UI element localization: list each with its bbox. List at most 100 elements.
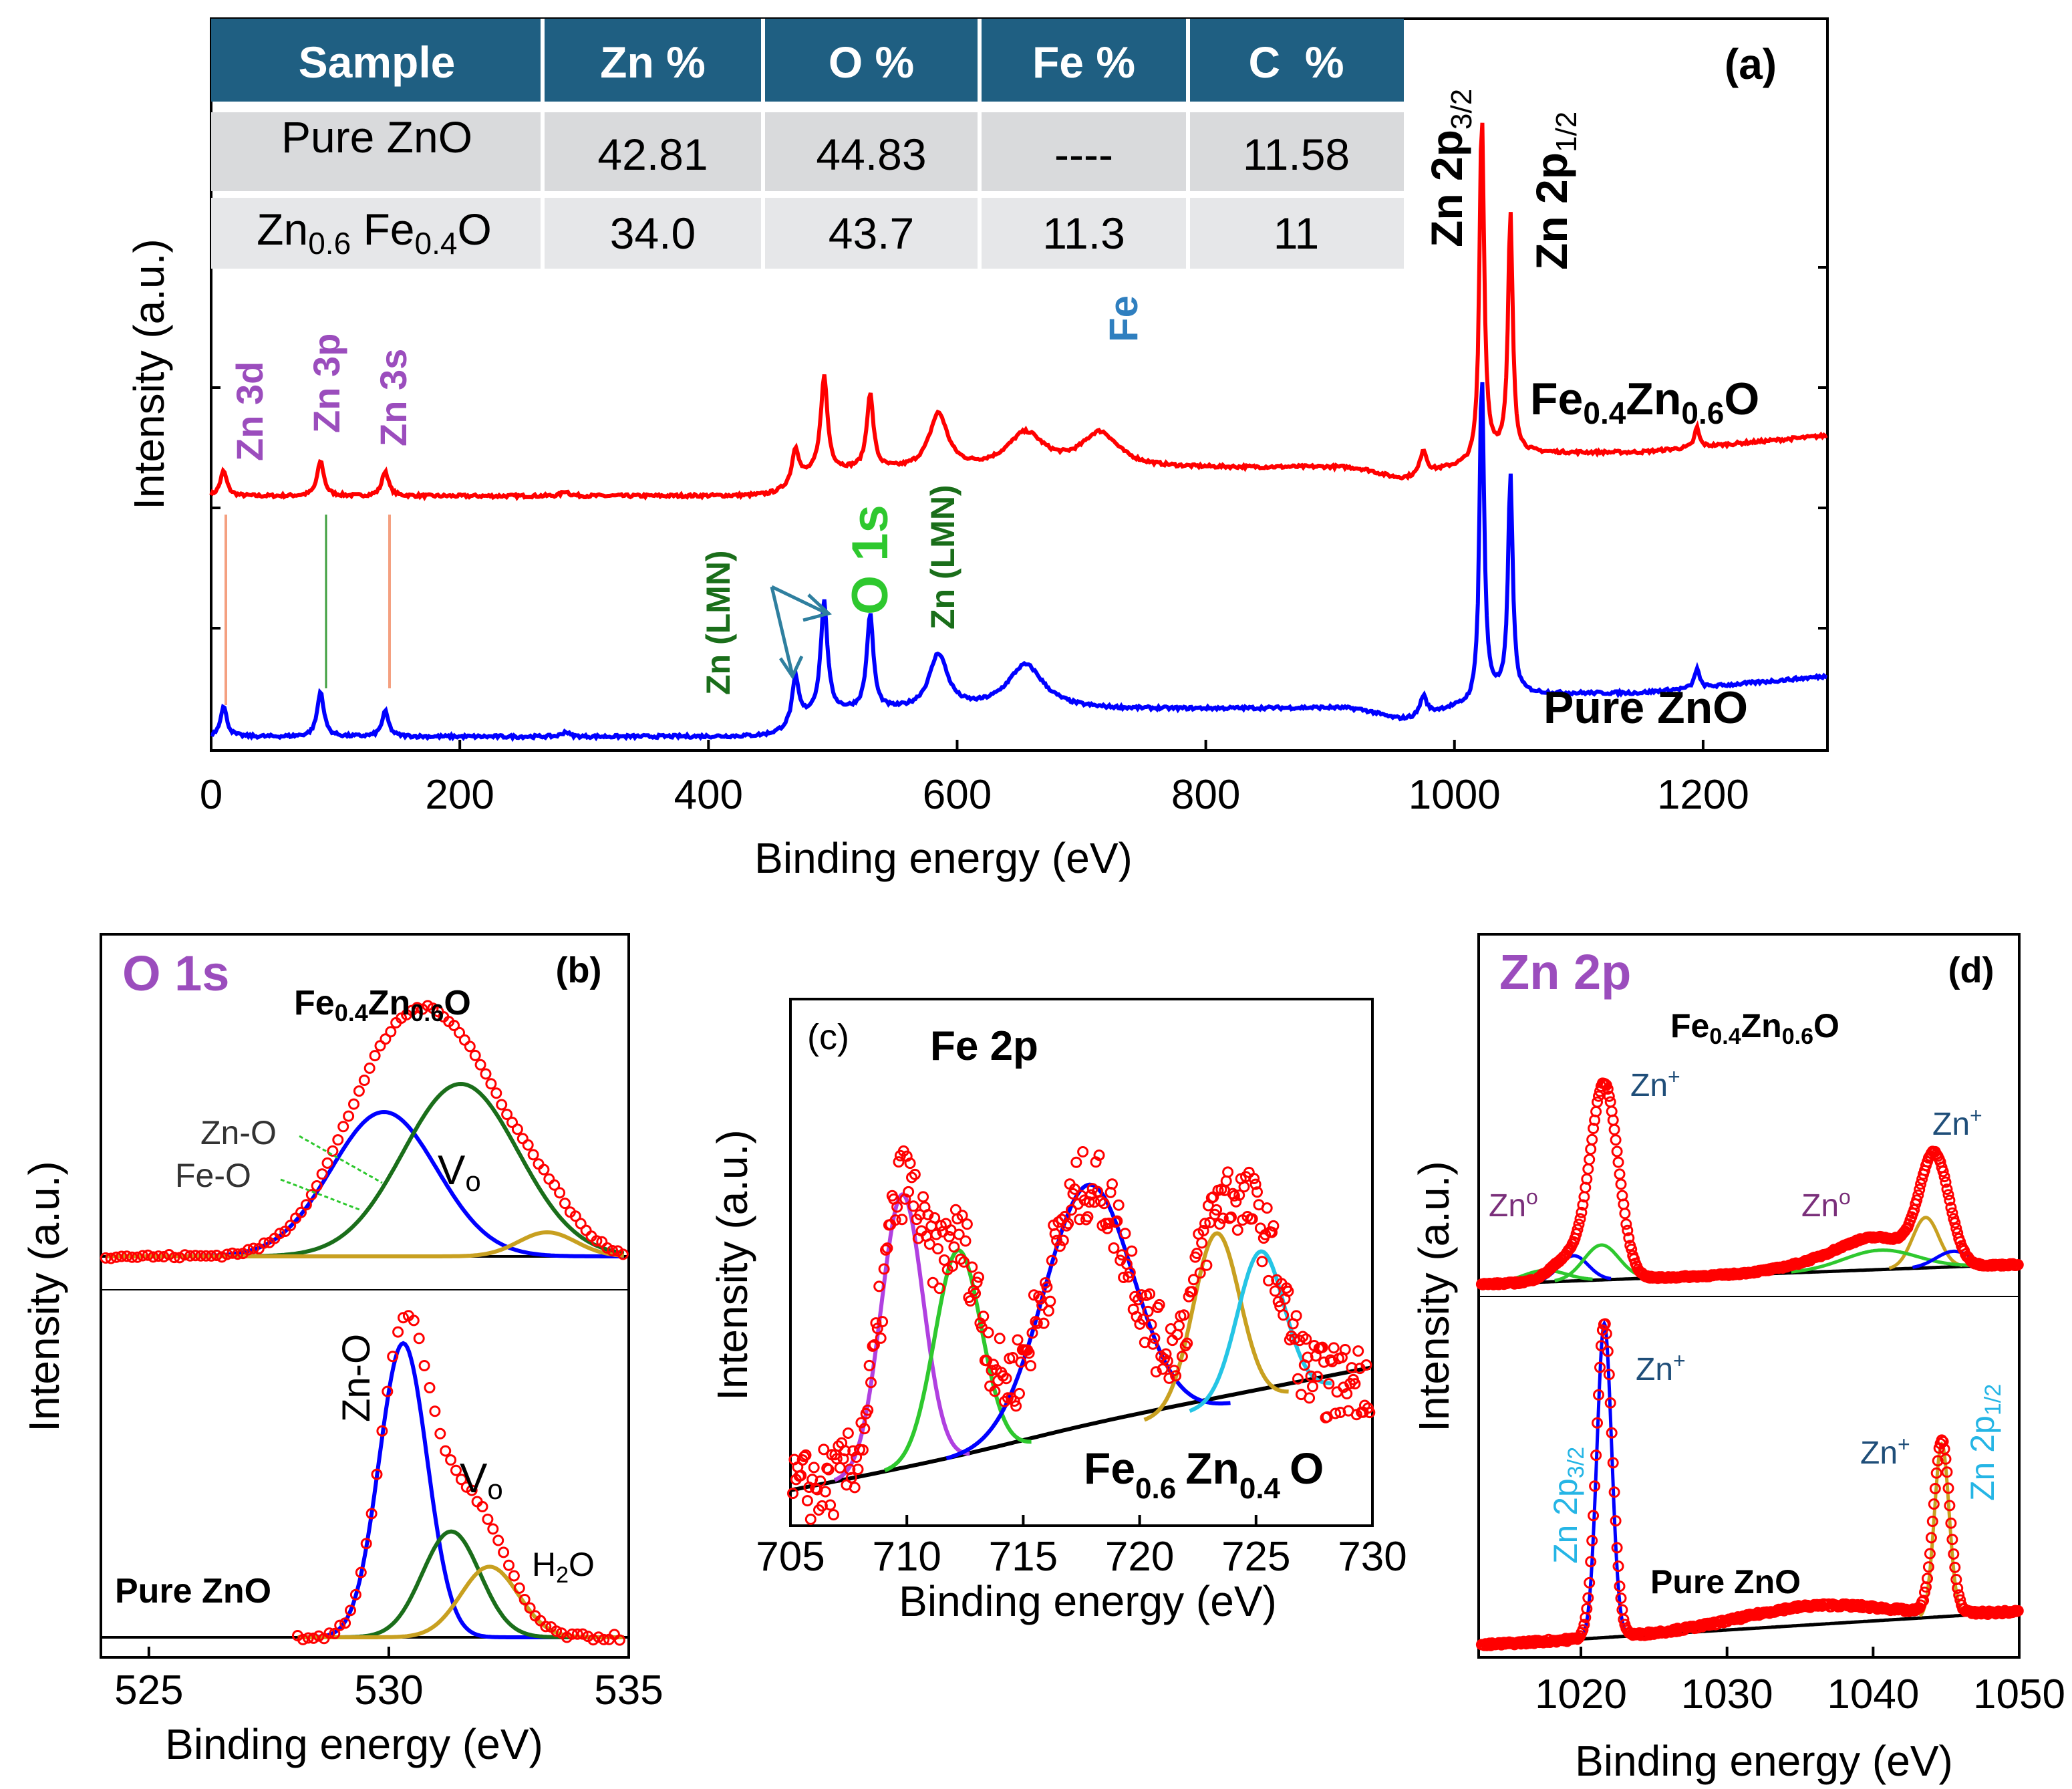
data-point — [1170, 1370, 1182, 1382]
label-main: Zn — [1489, 1188, 1526, 1224]
data-point — [956, 1210, 968, 1222]
label-sub: o — [465, 1165, 480, 1197]
data-point — [413, 1333, 425, 1345]
data-point — [1012, 1334, 1024, 1346]
data-point — [455, 1474, 467, 1486]
data-point — [1042, 1305, 1054, 1317]
data-point — [571, 1628, 583, 1640]
data-point — [511, 1123, 523, 1135]
data-point — [363, 1062, 376, 1074]
label-zn2p12: Zn 2p1/2 — [1527, 112, 1583, 270]
data-point — [1612, 1560, 1624, 1572]
data-point — [930, 1228, 942, 1240]
data-point — [522, 1139, 534, 1151]
label-main: Zn — [1932, 1107, 1970, 1142]
fit-component — [1189, 1249, 1332, 1413]
data-point — [485, 1078, 497, 1090]
data-point — [800, 1449, 812, 1461]
fit-component — [106, 1230, 625, 1258]
data-point — [474, 1059, 486, 1071]
data-point — [243, 1244, 254, 1256]
data-point — [147, 1251, 159, 1263]
data-point — [1584, 1153, 1596, 1165]
panel-b-label: (b) — [556, 950, 602, 990]
data-point — [1588, 1510, 1600, 1522]
data-point — [358, 1075, 370, 1086]
data-point — [1187, 1274, 1199, 1286]
data-point — [398, 1312, 409, 1324]
sample-part: O — [1290, 1443, 1324, 1493]
data-point — [1070, 1156, 1082, 1168]
data-point — [184, 1250, 196, 1262]
label-zn3s: Zn 3s — [372, 349, 414, 446]
data-point — [1586, 1534, 1598, 1546]
data-point — [1364, 1407, 1376, 1419]
panel-d: 1020 1030 1040 1050 Binding energy (eV) Int… — [1410, 933, 2065, 1785]
data-point — [1932, 1455, 1944, 1467]
data-point — [297, 1633, 309, 1645]
data-point — [492, 1534, 504, 1546]
data-point — [1608, 1486, 1620, 1498]
label-b-zno: Zn-O — [200, 1114, 277, 1151]
label-part: H — [532, 1546, 556, 1583]
data-point — [469, 1049, 481, 1061]
data-point — [349, 1589, 361, 1601]
data-point — [1031, 1317, 1043, 1329]
data-point — [1225, 1211, 1237, 1223]
data-point — [1168, 1365, 1180, 1377]
data-point — [1066, 1204, 1077, 1216]
data-point — [849, 1482, 861, 1494]
data-point — [365, 1508, 378, 1520]
data-point — [823, 1464, 835, 1476]
label-b-sample-upper: Fe0.4Zn0.6O — [294, 984, 471, 1026]
data-point — [440, 1445, 452, 1457]
label-c-sample: Fe0.6 Zn0.4 O — [1084, 1443, 1324, 1505]
data-point — [466, 1484, 478, 1496]
data-point — [1946, 1207, 1958, 1219]
data-point — [327, 1145, 339, 1157]
data-point — [1163, 1372, 1175, 1384]
data-point — [1576, 1206, 1588, 1218]
label-d-zn2p32: Zn 2p3/2 — [1547, 1447, 1589, 1564]
data-point — [842, 1427, 854, 1439]
data-point — [881, 1242, 893, 1254]
sample-sub: 0.4 — [1239, 1472, 1281, 1505]
data-point — [1620, 1218, 1632, 1230]
data-point — [795, 1470, 807, 1482]
data-point — [221, 1248, 233, 1260]
data-point — [258, 1237, 270, 1249]
data-point — [1615, 1178, 1627, 1190]
sample-part: O — [444, 984, 470, 1022]
data-point — [1160, 1348, 1172, 1360]
data-point — [1604, 1397, 1616, 1409]
data-point — [947, 1260, 958, 1272]
data-point — [158, 1251, 170, 1262]
data-point — [1577, 1624, 1589, 1636]
data-point — [808, 1462, 820, 1474]
data-point — [1937, 1165, 1949, 1178]
sample-part: Fe — [351, 204, 414, 254]
table-cell: ---- — [1054, 130, 1113, 179]
label-sup: o — [1839, 1185, 1851, 1209]
sample-sub: 0.6 — [308, 226, 351, 261]
data-point — [1044, 1295, 1056, 1307]
data-point — [1941, 1184, 1953, 1195]
data-point — [210, 1250, 223, 1261]
data-point — [329, 1627, 341, 1639]
sample-part: Zn — [368, 984, 411, 1022]
panel-c-label: (c) — [807, 1017, 849, 1057]
panel-d-label: (d) — [1948, 950, 1994, 990]
panel-a-y-ticks — [211, 266, 1827, 630]
data-point — [1952, 1582, 1964, 1594]
table-cell: 34.0 — [610, 209, 696, 258]
panel-a-ylabel: Intensity (a.u.) — [125, 239, 173, 510]
data-point — [875, 1332, 887, 1344]
data-point — [932, 1243, 943, 1255]
x-tick-label: 715 — [989, 1534, 1058, 1580]
data-point — [1924, 1548, 1936, 1560]
panel-c-title: Fe 2p — [930, 1023, 1038, 1069]
label-main: Zn 2p — [1527, 152, 1576, 270]
data-point — [873, 1280, 885, 1292]
data-point — [970, 1287, 982, 1299]
data-point — [1349, 1378, 1361, 1390]
